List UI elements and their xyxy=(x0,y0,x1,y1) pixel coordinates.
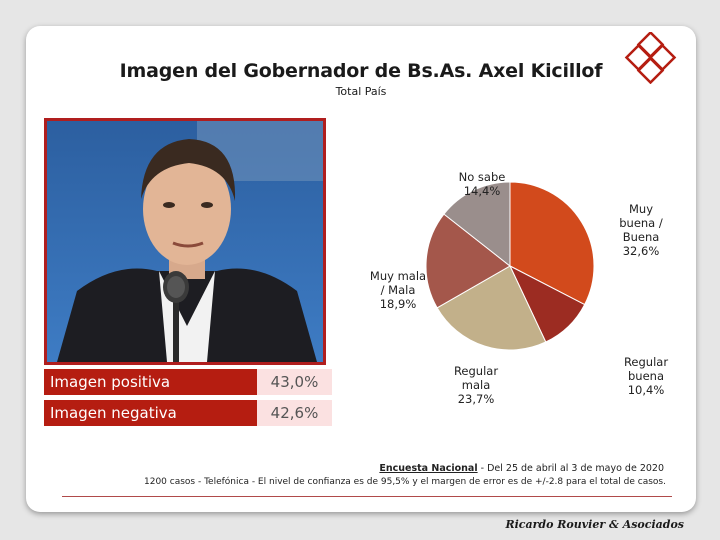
positive-image-label: Imagen positiva xyxy=(44,369,257,395)
pie-label-3: Muy mala / Mala 18,9% xyxy=(370,269,426,311)
negative-image-label: Imagen negativa xyxy=(44,400,257,426)
negative-image-value: 42,6% xyxy=(257,400,332,426)
pie-label-2: Regular mala 23,7% xyxy=(454,364,498,406)
survey-info: Encuesta Nacional - Del 25 de abril al 3… xyxy=(379,463,664,474)
pie-label-0: Muy buena / Buena 32,6% xyxy=(619,202,663,258)
company-logo-icon xyxy=(624,32,677,84)
pie-slice-4 xyxy=(443,181,511,268)
signature: Ricardo Rouvier & Asociados xyxy=(505,518,684,531)
footer-divider xyxy=(62,496,672,497)
image-pie-chart: Muy buena / Buena 32,6% Regular buena 10,4% Reg… xyxy=(370,170,668,406)
survey-name: Encuesta Nacional xyxy=(379,463,478,474)
survey-dates: - Del 25 de abril al 3 de mayo de 2020 xyxy=(477,463,664,474)
page-title: Imagen del Gobernador de Bs.As. Axel Kic… xyxy=(119,60,603,82)
pie-slice-2 xyxy=(436,265,547,351)
negative-image-row: Imagen negativa 42,6% xyxy=(44,400,332,426)
positive-image-value: 43,0% xyxy=(257,369,332,395)
pie-label-4: No sabe 14,4% xyxy=(459,170,506,198)
page-subtitle: Total País xyxy=(335,85,387,98)
pie-slice-0 xyxy=(509,181,595,306)
governor-photo xyxy=(44,118,326,365)
positive-image-row: Imagen positiva 43,0% xyxy=(44,369,332,395)
pie-label-1: Regular buena 10,4% xyxy=(624,355,668,397)
pie-slice-3 xyxy=(425,213,511,309)
methodology-note: 1200 casos - Telefónica - El nivel de co… xyxy=(144,477,666,487)
slide: Imagen del Gobernador de Bs.As. Axel Kic… xyxy=(26,26,696,512)
